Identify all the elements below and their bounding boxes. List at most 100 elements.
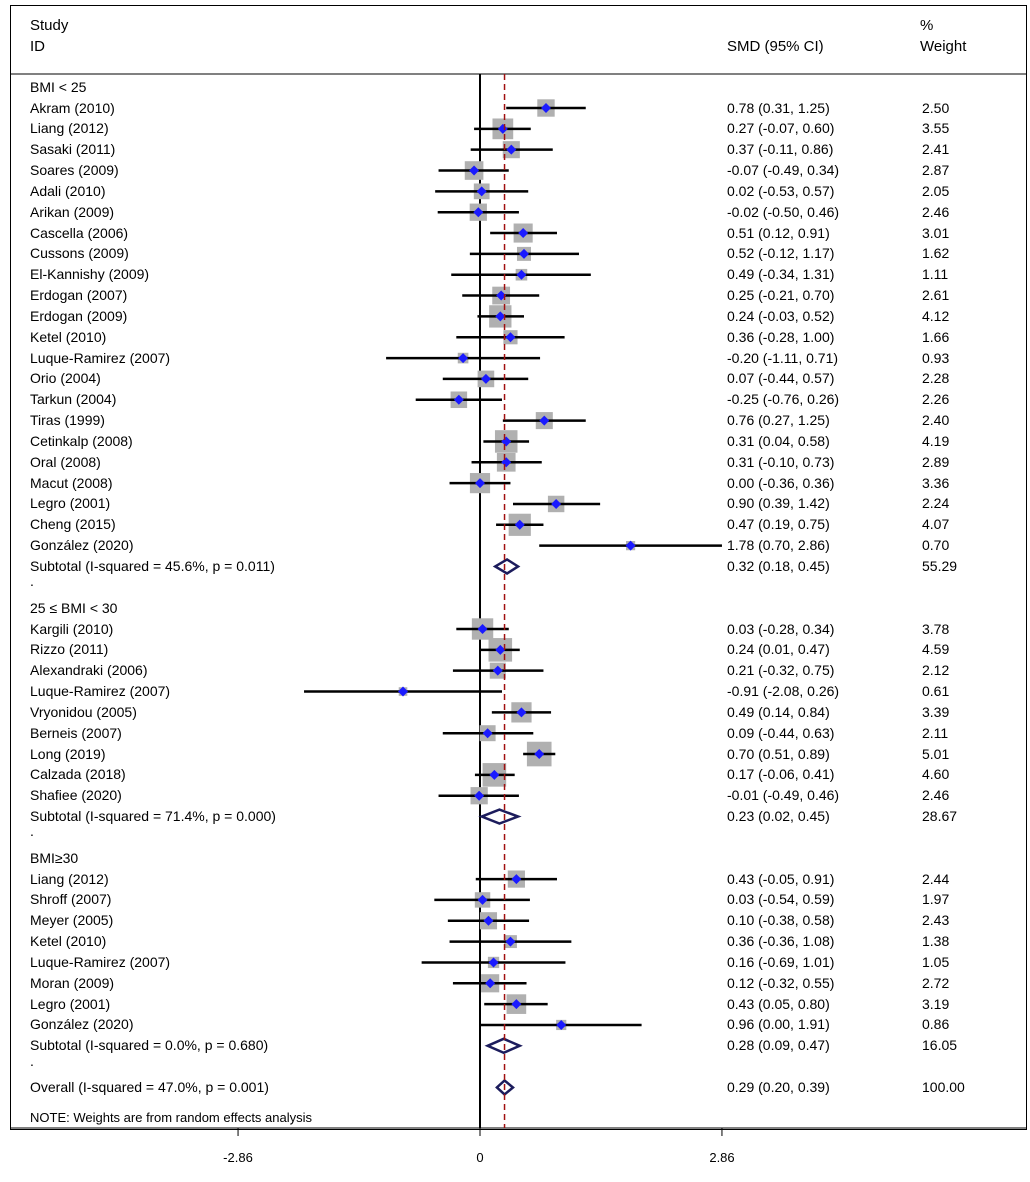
study-label: Moran (2009) bbox=[30, 974, 115, 991]
effect-value: 0.70 (0.51, 0.89) bbox=[727, 745, 830, 762]
effect-header: SMD (95% CI) bbox=[727, 38, 824, 55]
point-estimate-marker bbox=[453, 394, 464, 405]
point-estimate-marker bbox=[511, 999, 522, 1010]
point-estimate-marker bbox=[506, 144, 517, 155]
weight-value: 1.97 bbox=[922, 891, 950, 908]
effect-value: -0.20 (-1.11, 0.71) bbox=[727, 349, 839, 366]
study-label: Berneis (2007) bbox=[30, 724, 122, 741]
x-tick-label: -2.86 bbox=[223, 1150, 253, 1165]
study-label: Alexandraki (2006) bbox=[30, 662, 148, 679]
weight-value: 4.19 bbox=[922, 432, 950, 449]
effect-value: 0.31 (0.04, 0.58) bbox=[727, 432, 830, 449]
study-label: Cheng (2015) bbox=[30, 516, 116, 533]
weight-value: 2.50 bbox=[922, 99, 950, 116]
study-label: Adali (2010) bbox=[30, 182, 106, 199]
study-label: Akram (2010) bbox=[30, 99, 115, 116]
effect-value: 1.78 (0.70, 2.86) bbox=[727, 537, 830, 554]
pooled-diamond bbox=[478, 808, 522, 825]
weight-value: 1.05 bbox=[922, 953, 950, 970]
group-label: BMI < 25 bbox=[30, 78, 87, 95]
study-label: Shafiee (2020) bbox=[30, 787, 122, 804]
study-label: Luque-Ramirez (2007) bbox=[30, 349, 171, 366]
point-estimate-marker bbox=[474, 790, 485, 801]
weight-header: Weight bbox=[920, 38, 967, 55]
point-estimate-marker bbox=[501, 436, 512, 447]
point-estimate-marker bbox=[477, 624, 488, 634]
weight-value: 2.05 bbox=[922, 182, 950, 199]
study-label: Liang (2012) bbox=[30, 120, 109, 137]
weight-value: 0.61 bbox=[922, 683, 950, 700]
study-label: González (2020) bbox=[30, 537, 134, 554]
study-label: Oral (2008) bbox=[30, 453, 101, 470]
point-estimate-marker bbox=[534, 749, 545, 760]
point-estimate-marker bbox=[501, 457, 512, 468]
group-label: 25 ≤ BMI < 30 bbox=[30, 599, 118, 616]
point-estimate-marker bbox=[458, 353, 469, 364]
weight-value: 3.78 bbox=[922, 620, 950, 637]
subtotal-label: Subtotal (I-squared = 71.4%, p = 0.000) bbox=[30, 808, 276, 825]
study-label: Legro (2001) bbox=[30, 495, 111, 512]
effect-value: 0.37 (-0.11, 0.86) bbox=[727, 141, 834, 158]
effect-value: 0.03 (-0.54, 0.59) bbox=[727, 891, 835, 908]
overall-weight-value: 100.00 bbox=[922, 1078, 965, 1095]
subtotal-weight-value: 55.29 bbox=[922, 557, 958, 574]
effect-value: 0.12 (-0.32, 0.55) bbox=[727, 974, 835, 991]
effect-value: 0.43 (-0.05, 0.91) bbox=[727, 870, 835, 887]
point-estimate-marker bbox=[505, 332, 516, 343]
effect-value: 0.90 (0.39, 1.42) bbox=[727, 495, 830, 512]
weight-value: 0.93 bbox=[922, 349, 950, 366]
effect-value: 0.49 (-0.34, 1.31) bbox=[727, 266, 835, 283]
point-estimate-marker bbox=[495, 311, 506, 322]
study-label: González (2020) bbox=[30, 1016, 134, 1033]
point-estimate-marker bbox=[497, 123, 508, 134]
point-estimate-marker bbox=[485, 978, 496, 989]
effect-value: 0.21 (-0.32, 0.75) bbox=[727, 662, 835, 679]
point-estimate-marker bbox=[473, 207, 484, 218]
effect-value: 0.24 (-0.03, 0.52) bbox=[727, 307, 835, 324]
point-estimate-marker bbox=[492, 665, 503, 676]
point-estimate-marker bbox=[476, 186, 487, 197]
study-label: Arikan (2009) bbox=[30, 203, 115, 220]
x-tick-label: 0 bbox=[476, 1150, 484, 1165]
subtotal-weight-value: 28.67 bbox=[922, 808, 958, 825]
group-spacer-dot: . bbox=[30, 573, 34, 590]
point-estimate-marker bbox=[477, 894, 488, 905]
subtotal-label: Subtotal (I-squared = 0.0%, p = 0.680) bbox=[30, 1037, 269, 1054]
pooled-diamond bbox=[484, 1037, 523, 1055]
effect-value: 0.76 (0.27, 1.25) bbox=[727, 412, 830, 429]
point-estimate-marker bbox=[625, 540, 636, 551]
study-label: Luque-Ramirez (2007) bbox=[30, 683, 171, 700]
weight-value: 4.07 bbox=[922, 516, 950, 533]
weight-value: 1.11 bbox=[922, 266, 949, 283]
effect-value: 0.00 (-0.36, 0.36) bbox=[727, 474, 835, 491]
study-label: Ketel (2010) bbox=[30, 933, 107, 950]
point-estimate-marker bbox=[516, 707, 527, 718]
weight-value: 2.40 bbox=[922, 412, 950, 429]
point-estimate-marker bbox=[551, 498, 562, 509]
weight-value: 2.28 bbox=[922, 370, 950, 387]
effect-value: 0.36 (-0.28, 1.00) bbox=[727, 328, 835, 345]
weight-value: 2.43 bbox=[922, 912, 950, 929]
effect-value: 0.96 (0.00, 1.91) bbox=[727, 1016, 830, 1033]
point-estimate-marker bbox=[398, 686, 409, 697]
point-estimate-marker bbox=[540, 103, 551, 113]
study-label: Rizzo (2011) bbox=[30, 641, 109, 658]
weight-value: 2.89 bbox=[922, 453, 950, 470]
point-estimate-marker bbox=[511, 874, 522, 885]
effect-value: 0.27 (-0.07, 0.60) bbox=[727, 120, 835, 137]
point-estimate-marker bbox=[505, 936, 516, 947]
group-label: BMI≥30 bbox=[30, 849, 79, 866]
effect-value: 0.24 (0.01, 0.47) bbox=[727, 641, 830, 658]
study-label: Luque-Ramirez (2007) bbox=[30, 953, 171, 970]
effect-value: 0.17 (-0.06, 0.41) bbox=[727, 766, 835, 783]
plot-frame bbox=[10, 5, 1027, 1130]
weight-value: 3.55 bbox=[922, 120, 950, 137]
effect-value: 0.10 (-0.38, 0.58) bbox=[727, 912, 835, 929]
effect-value: 0.78 (0.31, 1.25) bbox=[727, 99, 830, 116]
effect-value: 0.02 (-0.53, 0.57) bbox=[727, 182, 835, 199]
weight-value: 0.86 bbox=[922, 1016, 950, 1033]
effect-value: 0.49 (0.14, 0.84) bbox=[727, 703, 830, 720]
weight-value: 2.87 bbox=[922, 162, 950, 179]
weight-value: 0.70 bbox=[922, 537, 950, 554]
